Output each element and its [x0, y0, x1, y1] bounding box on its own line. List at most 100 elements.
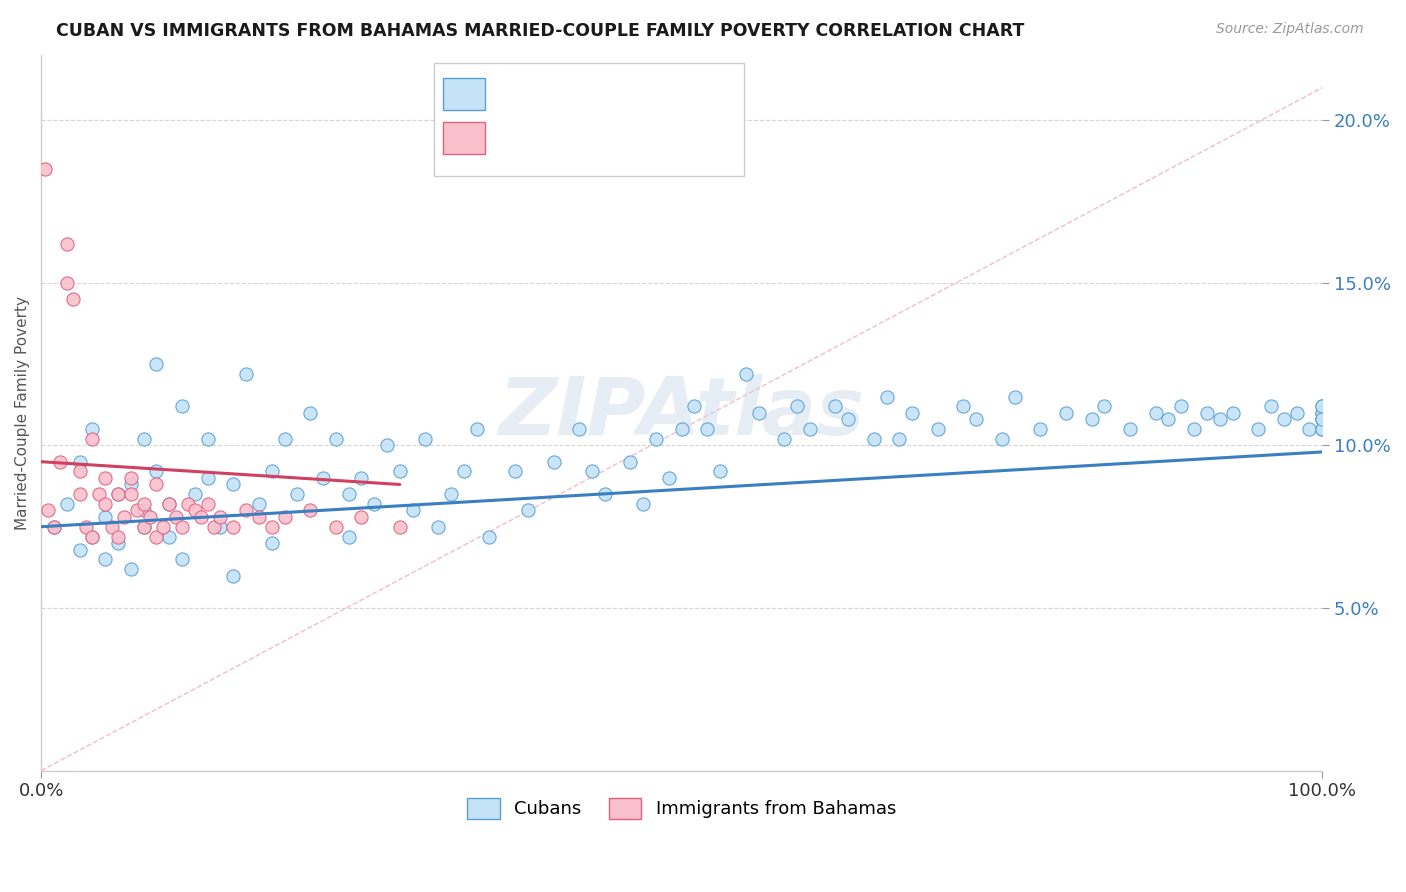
Point	[337, 529, 360, 543]
Point	[799, 422, 821, 436]
Point	[709, 465, 731, 479]
Point	[197, 471, 219, 485]
Point	[312, 471, 335, 485]
Point	[190, 510, 212, 524]
Point	[82, 529, 104, 543]
Point	[1144, 406, 1167, 420]
Point	[157, 497, 180, 511]
Point	[363, 497, 385, 511]
Point	[453, 465, 475, 479]
Point	[87, 487, 110, 501]
Text: N =: N =	[602, 139, 654, 157]
Point	[222, 568, 245, 582]
Point	[503, 465, 526, 479]
Point	[132, 497, 155, 511]
Point	[132, 503, 155, 517]
Point	[55, 497, 77, 511]
Point	[516, 503, 538, 517]
Point	[337, 487, 360, 501]
Point	[209, 510, 232, 524]
Point	[1260, 400, 1282, 414]
Y-axis label: Married-Couple Family Poverty: Married-Couple Family Poverty	[15, 296, 30, 530]
Point	[1285, 406, 1308, 420]
Point	[683, 400, 706, 414]
Point	[927, 422, 949, 436]
Point	[139, 510, 162, 524]
Point	[299, 406, 322, 420]
Point	[145, 357, 167, 371]
Point	[786, 400, 808, 414]
Point	[157, 529, 180, 543]
Point	[120, 471, 142, 485]
Point	[55, 276, 77, 290]
Point	[209, 520, 232, 534]
Point	[696, 422, 718, 436]
Point	[145, 465, 167, 479]
Point	[1310, 412, 1333, 426]
Point	[1310, 400, 1333, 414]
Point	[42, 520, 65, 534]
Point	[94, 552, 117, 566]
Point	[1004, 390, 1026, 404]
Point	[1310, 422, 1333, 436]
Point	[824, 400, 846, 414]
Point	[581, 465, 603, 479]
Point	[1310, 422, 1333, 436]
Point	[62, 292, 84, 306]
Point	[69, 455, 91, 469]
Point	[177, 497, 200, 511]
Point	[773, 432, 796, 446]
Point	[82, 529, 104, 543]
Point	[1029, 422, 1052, 436]
Point	[952, 400, 974, 414]
Point	[157, 497, 180, 511]
Point	[1080, 412, 1102, 426]
Text: Source: ZipAtlas.com: Source: ZipAtlas.com	[1216, 22, 1364, 37]
Point	[1310, 406, 1333, 420]
Point	[350, 471, 373, 485]
Point	[107, 529, 129, 543]
Point	[170, 552, 193, 566]
Point	[94, 497, 117, 511]
Point	[42, 520, 65, 534]
Point	[127, 503, 149, 517]
Text: N =: N =	[602, 90, 654, 108]
Point	[145, 529, 167, 543]
Point	[69, 487, 91, 501]
Point	[94, 471, 117, 485]
Point	[132, 520, 155, 534]
Point	[260, 465, 283, 479]
Point	[1195, 406, 1218, 420]
Legend: Cubans, Immigrants from Bahamas: Cubans, Immigrants from Bahamas	[460, 791, 903, 826]
Point	[734, 367, 756, 381]
Point	[69, 542, 91, 557]
Point	[273, 432, 295, 446]
Point	[132, 432, 155, 446]
Point	[132, 520, 155, 534]
Point	[837, 412, 859, 426]
Point	[145, 477, 167, 491]
Point	[1209, 412, 1232, 426]
Point	[965, 412, 987, 426]
Text: R =: R =	[496, 90, 536, 108]
Point	[1170, 400, 1192, 414]
Point	[440, 487, 463, 501]
Point	[1182, 422, 1205, 436]
Text: 105: 105	[651, 90, 689, 108]
Point	[82, 432, 104, 446]
Point	[1310, 412, 1333, 426]
Point	[69, 465, 91, 479]
Point	[375, 438, 398, 452]
Point	[658, 471, 681, 485]
Point	[1310, 412, 1333, 426]
Text: R =: R =	[496, 139, 536, 157]
Text: 0.111: 0.111	[536, 139, 592, 157]
Point	[1298, 422, 1320, 436]
Point	[235, 367, 257, 381]
Point	[55, 236, 77, 251]
Point	[222, 520, 245, 534]
Point	[112, 510, 135, 524]
Point	[100, 520, 122, 534]
Point	[388, 520, 411, 534]
Point	[120, 487, 142, 501]
